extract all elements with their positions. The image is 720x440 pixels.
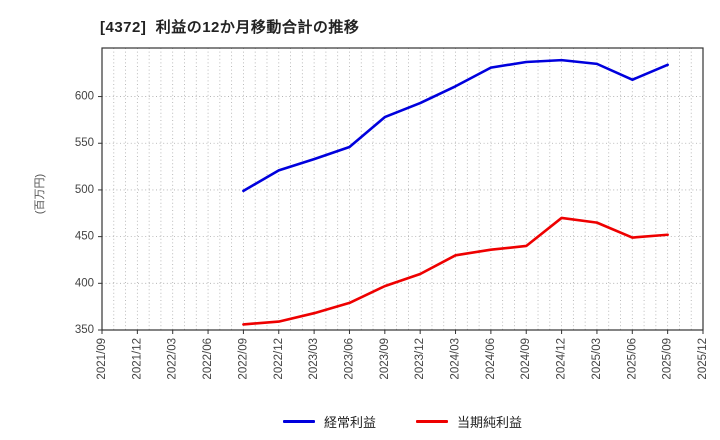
- y-tick-label: 550: [75, 137, 94, 149]
- x-tick-label: 2022/09: [237, 338, 249, 380]
- x-tick-label: 2024/09: [520, 338, 532, 380]
- x-tick-label: 2025/06: [626, 338, 638, 380]
- x-tick-label: 2025/03: [591, 338, 603, 380]
- x-tick-label: 2025/09: [662, 338, 674, 380]
- x-tick-label: 2023/03: [308, 338, 320, 380]
- x-tick-label: 2023/06: [343, 338, 355, 380]
- legend-label-net-income: 当期純利益: [457, 415, 523, 430]
- grid-layer: [102, 48, 703, 330]
- series-layer: [242, 58, 669, 326]
- x-tick-label: 2023/12: [414, 338, 426, 380]
- ordinary-profit-line-swatch: [282, 420, 315, 423]
- axis-layer: 2021/09 2021/12 2022/03 2022/06 2022/09 2022/…: [75, 47, 709, 380]
- x-tick-label: 2024/03: [450, 338, 462, 380]
- x-tick-label: 2024/06: [485, 338, 497, 380]
- legend-label-ordinary-profit: 経常利益: [323, 415, 376, 430]
- y-tick-label: 450: [75, 231, 94, 243]
- net-income-line-swatch: [416, 420, 448, 423]
- x-tick-label: 2022/12: [273, 338, 285, 380]
- x-tick-label: 2024/12: [556, 338, 568, 380]
- y-tick-label: 400: [75, 277, 94, 289]
- chart-title: [4372] 利益の12か月移動合計の推移: [100, 19, 360, 36]
- series-line-1: [242, 216, 669, 326]
- series-line-0: [242, 58, 669, 193]
- chart-legend: 経常利益 当期純利益: [102, 412, 703, 431]
- x-tick-label: 2021/12: [131, 338, 143, 380]
- y-tick-label: 350: [75, 324, 94, 336]
- y-tick-label: 500: [75, 184, 94, 196]
- x-tick-label: 2022/03: [167, 338, 179, 380]
- plot-border: [101, 47, 704, 331]
- x-tick-label: 2025/12: [697, 338, 709, 380]
- legend-item-net-income: 当期純利益: [416, 412, 522, 431]
- x-tick-label: 2023/09: [379, 338, 391, 380]
- x-tick-label: 2022/06: [202, 338, 214, 380]
- y-tick-label: 600: [75, 91, 94, 103]
- x-tick-label: 2021/09: [96, 338, 108, 380]
- legend-item-ordinary-profit: 経常利益: [282, 412, 376, 431]
